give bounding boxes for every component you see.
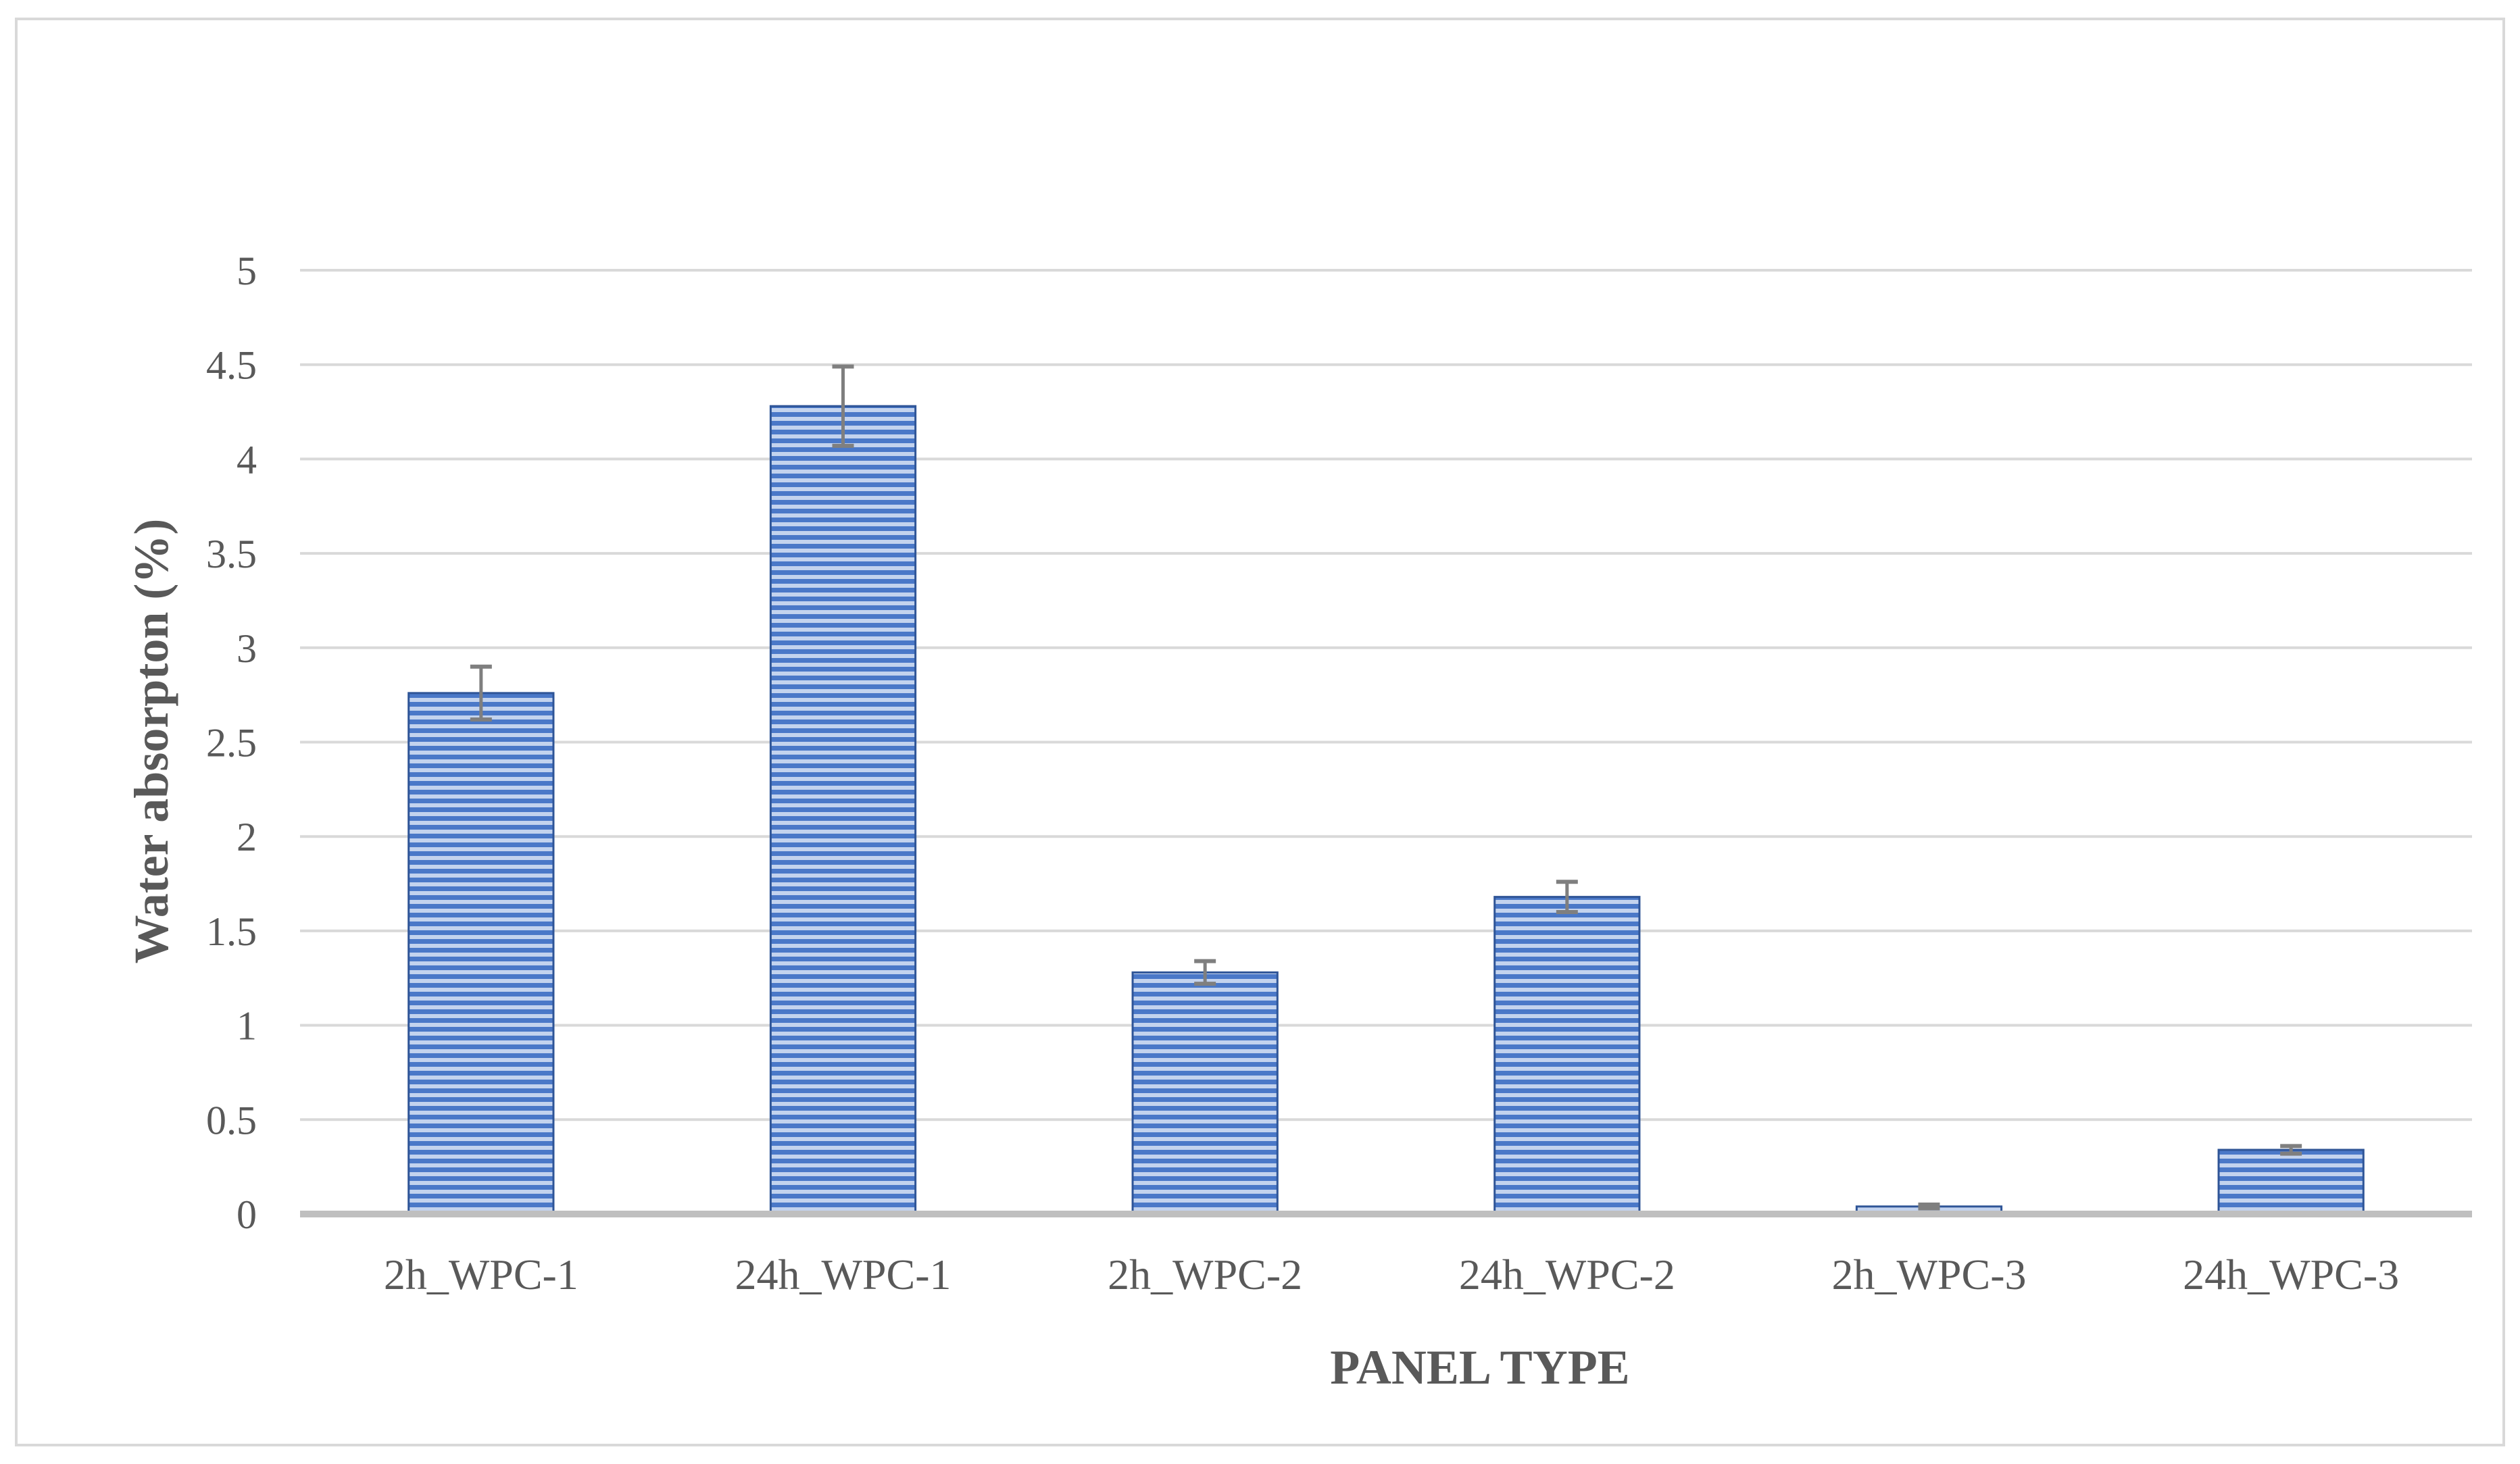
y-tick-label: 0.5 [206, 1098, 257, 1142]
y-tick-label: 2 [237, 815, 257, 859]
error-bars [470, 364, 2302, 1211]
error-bar-24h_WPC-1 [832, 364, 854, 448]
x-tick-label: 24h_WPC-3 [2183, 1251, 2399, 1298]
error-bar-2h_WPC-2 [1194, 959, 1216, 986]
y-tick-label: 4 [237, 437, 257, 482]
x-tick-label: 2h_WPC-3 [1832, 1251, 2027, 1298]
y-tick-label: 2.5 [206, 721, 257, 765]
bar-2h_WPC-2 [1131, 971, 1279, 1215]
bar-24h_WPC-2 [1493, 896, 1641, 1215]
y-tick-label: 0 [237, 1192, 257, 1237]
bar-2h_WPC-1 [407, 692, 555, 1215]
x-axis-title: PANEL TYPE [1330, 1340, 1629, 1394]
y-tick-label: 1.5 [206, 909, 257, 954]
y-tick-label: 3 [237, 626, 257, 671]
x-tick-label: 2h_WPC-1 [384, 1251, 578, 1298]
y-axis-title: Water absorpton (%) [124, 519, 178, 964]
bar-24h_WPC-1 [769, 405, 917, 1215]
error-bar-2h_WPC-3 [1918, 1203, 1940, 1211]
y-tick-label: 1 [237, 1004, 257, 1049]
x-tick-label: 24h_WPC-2 [1459, 1251, 1675, 1298]
y-tick-label: 4.5 [206, 343, 257, 388]
y-tick-labels: 0 0.5 1 1.5 2 2.5 3 3.5 4 4.5 5 [206, 249, 257, 1237]
error-bar-24h_WPC-3 [2280, 1144, 2302, 1156]
x-tick-label: 24h_WPC-1 [735, 1251, 952, 1298]
y-tick-label: 3.5 [206, 532, 257, 576]
x-tick-labels: 2h_WPC-1 24h_WPC-1 2h_WPC-2 24h_WPC-2 2h_WPC… [384, 1251, 2399, 1298]
y-tick-label: 5 [237, 249, 257, 293]
bar-24h_WPC-3 [2217, 1149, 2365, 1215]
x-tick-label: 2h_WPC-2 [1108, 1251, 1302, 1298]
error-bar-24h_WPC-2 [1556, 880, 1578, 914]
gridlines [300, 269, 2472, 1121]
error-bar-2h_WPC-1 [470, 664, 492, 722]
bars [407, 405, 2365, 1215]
